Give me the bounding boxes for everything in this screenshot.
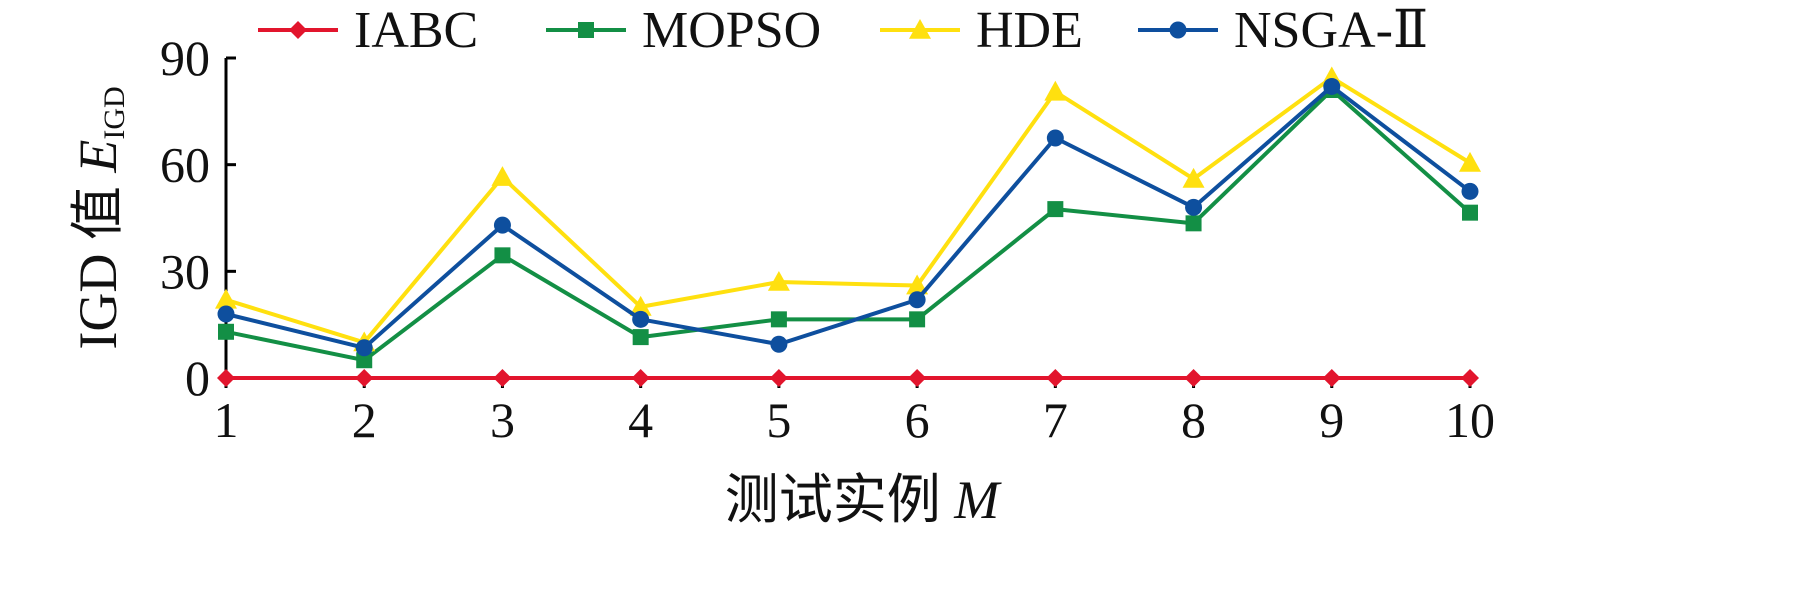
y-axis-title: IGD 值 EIGD [68, 86, 131, 349]
data-point-hde [906, 274, 929, 295]
axes: 1 2 3 4 5 6 7 8 9 10 0 30 60 90 [160, 30, 1495, 448]
plot-area [215, 66, 1481, 387]
y-tick-label: 30 [160, 243, 210, 299]
y-tick-label: 90 [160, 30, 210, 86]
series-line-nsga [225, 84, 1472, 350]
legend-label-hde: HDE [976, 2, 1083, 59]
x-tick-label: 3 [490, 392, 515, 448]
data-point-mopso [1462, 204, 1478, 221]
legend: IABC MOPSO HDE NSGA-Ⅱ [258, 2, 1428, 59]
data-point-nsga [493, 216, 511, 234]
series-nsga [217, 77, 1479, 357]
data-point-mopso [770, 311, 787, 328]
data-point-mopso [218, 323, 234, 340]
data-point-hde [767, 271, 790, 291]
data-point-nsga [1323, 77, 1341, 95]
series-line-mopso [225, 88, 1472, 363]
series-line-hde [225, 75, 1472, 345]
legend-item-hde: HDE [880, 2, 1083, 59]
legend-item-nsga: NSGA-Ⅱ [1138, 2, 1428, 59]
legend-label-iabc: IABC [354, 2, 478, 59]
legend-label-nsga: NSGA-Ⅱ [1234, 2, 1428, 59]
axis-labels: 测试实例 M IGD 值 EIGD [68, 86, 1002, 530]
data-point-hde [215, 288, 237, 309]
data-point-iabc [1184, 369, 1203, 387]
data-point-mopso [632, 329, 649, 346]
data-point-nsga [1185, 198, 1203, 216]
data-point-nsga [1046, 129, 1064, 147]
data-point-hde [491, 166, 514, 186]
data-point-mopso [1185, 215, 1202, 232]
x-tick-label: 8 [1181, 392, 1206, 448]
x-axis-title: 测试实例 M [725, 470, 1003, 530]
data-point-iabc [1046, 369, 1065, 387]
x-tick-label: 2 [352, 392, 377, 448]
legend-marker-iabc [289, 21, 307, 39]
data-point-nsga [355, 339, 373, 357]
data-point-iabc [493, 369, 512, 387]
data-point-hde [1459, 151, 1481, 172]
legend-item-iabc: IABC [258, 2, 478, 59]
x-tick-label: 5 [766, 392, 791, 448]
data-point-mopso [909, 311, 926, 328]
legend-marker-nsga [1169, 21, 1187, 39]
legend-marker-hde [909, 19, 931, 39]
data-point-mopso [1047, 201, 1064, 218]
data-point-nsga [1461, 182, 1479, 200]
data-point-nsga [770, 335, 788, 353]
data-point-iabc [1461, 369, 1479, 387]
y-tick-label: 0 [185, 350, 210, 406]
data-point-iabc [217, 369, 235, 387]
data-point-hde [1182, 167, 1205, 188]
x-tick-label: 6 [905, 392, 930, 448]
x-tick-label: 10 [1445, 392, 1495, 448]
data-point-iabc [355, 369, 374, 387]
legend-item-mopso: MOPSO [546, 2, 821, 59]
series-mopso [218, 82, 1478, 369]
data-point-nsga [908, 291, 926, 309]
data-point-iabc [631, 369, 650, 387]
data-point-mopso [356, 352, 373, 369]
data-point-nsga [632, 310, 650, 328]
x-tick-label: 4 [628, 392, 653, 448]
data-point-iabc [769, 369, 788, 387]
legend-label-mopso: MOPSO [642, 2, 821, 59]
x-tick-label: 9 [1319, 392, 1344, 448]
series-iabc [217, 369, 1479, 387]
x-tick-label: 7 [1043, 392, 1068, 448]
data-point-iabc [908, 369, 927, 387]
data-point-iabc [1322, 369, 1341, 387]
series-hde [215, 66, 1481, 352]
data-point-hde [1044, 80, 1067, 101]
data-point-mopso [494, 247, 511, 264]
data-point-hde [629, 295, 652, 316]
x-tick-label: 1 [214, 392, 239, 448]
data-point-nsga [217, 305, 235, 323]
y-tick-label: 60 [160, 137, 210, 193]
legend-marker-mopso [578, 22, 594, 38]
